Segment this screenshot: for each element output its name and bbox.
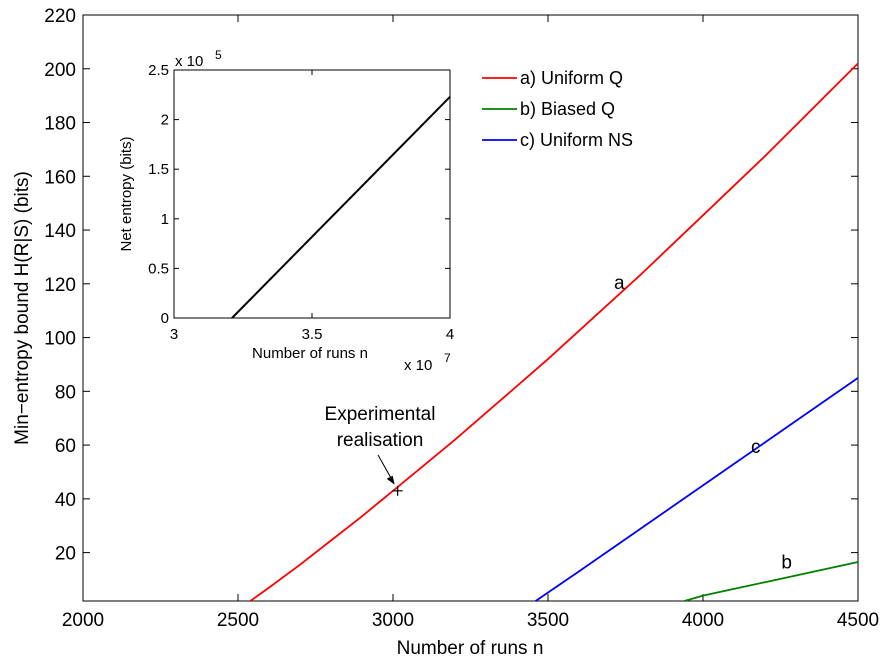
series-label-b: b — [781, 553, 792, 574]
inset-chart: 3 3.5 4 0 0.5 1 1.5 2 2.5 Number of runs n Net e… — [118, 48, 454, 374]
y-axis-label: Min−entropy bound H(R|S) (bits) — [12, 171, 33, 445]
inset-y-tick-label: 1 — [161, 211, 169, 228]
experimental-annotation: Experimental realisation — [325, 404, 436, 496]
inset-y-tick-label: 1.5 — [148, 161, 169, 178]
inset-y-axis-label: Net entropy (bits) — [118, 136, 135, 251]
inset-y-tick-label: 0.5 — [148, 260, 169, 277]
inset-y-tick-label: 2.5 — [148, 62, 169, 79]
inset-y-scale-label: x 10 — [175, 53, 203, 70]
y-tick-label: 160 — [44, 167, 76, 188]
inset-x-scale-label: x 10 — [404, 357, 432, 374]
x-tick-label: 2000 — [62, 610, 104, 631]
x-tick-label: 2500 — [217, 610, 259, 631]
inset-x-tick-label: 3.5 — [302, 326, 323, 343]
y-tick-label: 220 — [44, 6, 76, 27]
inset-plot-area — [173, 69, 451, 319]
inset-x-tick-label: 3 — [170, 326, 178, 343]
annotation-line-1: Experimental — [325, 404, 436, 425]
main-axis-ticks: 2000 2500 3000 3500 4000 45002040608010012014… — [44, 6, 879, 631]
y-tick-label: 140 — [44, 221, 76, 242]
x-axis-label: Number of runs n — [397, 638, 544, 659]
series-line-c — [535, 377, 859, 602]
y-tick-label: 40 — [55, 490, 76, 511]
annotation-line-2: realisation — [337, 430, 424, 451]
inset-x-tick-label: 4 — [446, 326, 454, 343]
inset-y-tick-label: 0 — [161, 310, 169, 327]
inset-series-line — [231, 96, 451, 319]
inset-y-scale-factor: x 10 5 — [175, 48, 222, 70]
inset-x-scale-exp: 7 — [444, 351, 451, 365]
legend: a) Uniform Q b) Biased Q c) Uniform NS — [482, 68, 633, 150]
y-tick-label: 80 — [55, 382, 76, 403]
legend-label: c) Uniform NS — [520, 130, 633, 150]
legend-label: b) Biased Q — [520, 99, 615, 119]
x-tick-label: 3000 — [372, 610, 414, 631]
x-tick-label: 4500 — [837, 610, 879, 631]
series-line-b — [684, 561, 859, 602]
legend-label: a) Uniform Q — [520, 68, 623, 88]
y-tick-label: 120 — [44, 275, 76, 296]
y-tick-label: 20 — [55, 544, 76, 565]
main-series-labels: a b c — [614, 273, 792, 574]
annotation-arrow-head — [386, 475, 395, 485]
y-tick-label: 100 — [44, 329, 76, 350]
inset-x-scale-factor: x 10 7 — [404, 351, 451, 374]
y-tick-label: 60 — [55, 436, 76, 457]
main-series-group — [249, 62, 859, 602]
inset-x-axis-label: Number of runs n — [252, 345, 368, 362]
series-line-a — [249, 62, 859, 602]
y-tick-label: 180 — [44, 114, 76, 135]
inset-axis-ticks: 3 3.5 4 0 0.5 1 1.5 2 2.5 — [148, 62, 454, 343]
x-tick-label: 4000 — [682, 610, 724, 631]
inset-y-scale-exp: 5 — [215, 48, 222, 62]
series-label-c: c — [751, 437, 761, 458]
series-label-a: a — [614, 273, 625, 294]
inset-y-tick-label: 2 — [161, 112, 169, 129]
inset-series-group — [231, 96, 451, 319]
x-tick-label: 3500 — [527, 610, 569, 631]
y-tick-label: 200 — [44, 60, 76, 81]
